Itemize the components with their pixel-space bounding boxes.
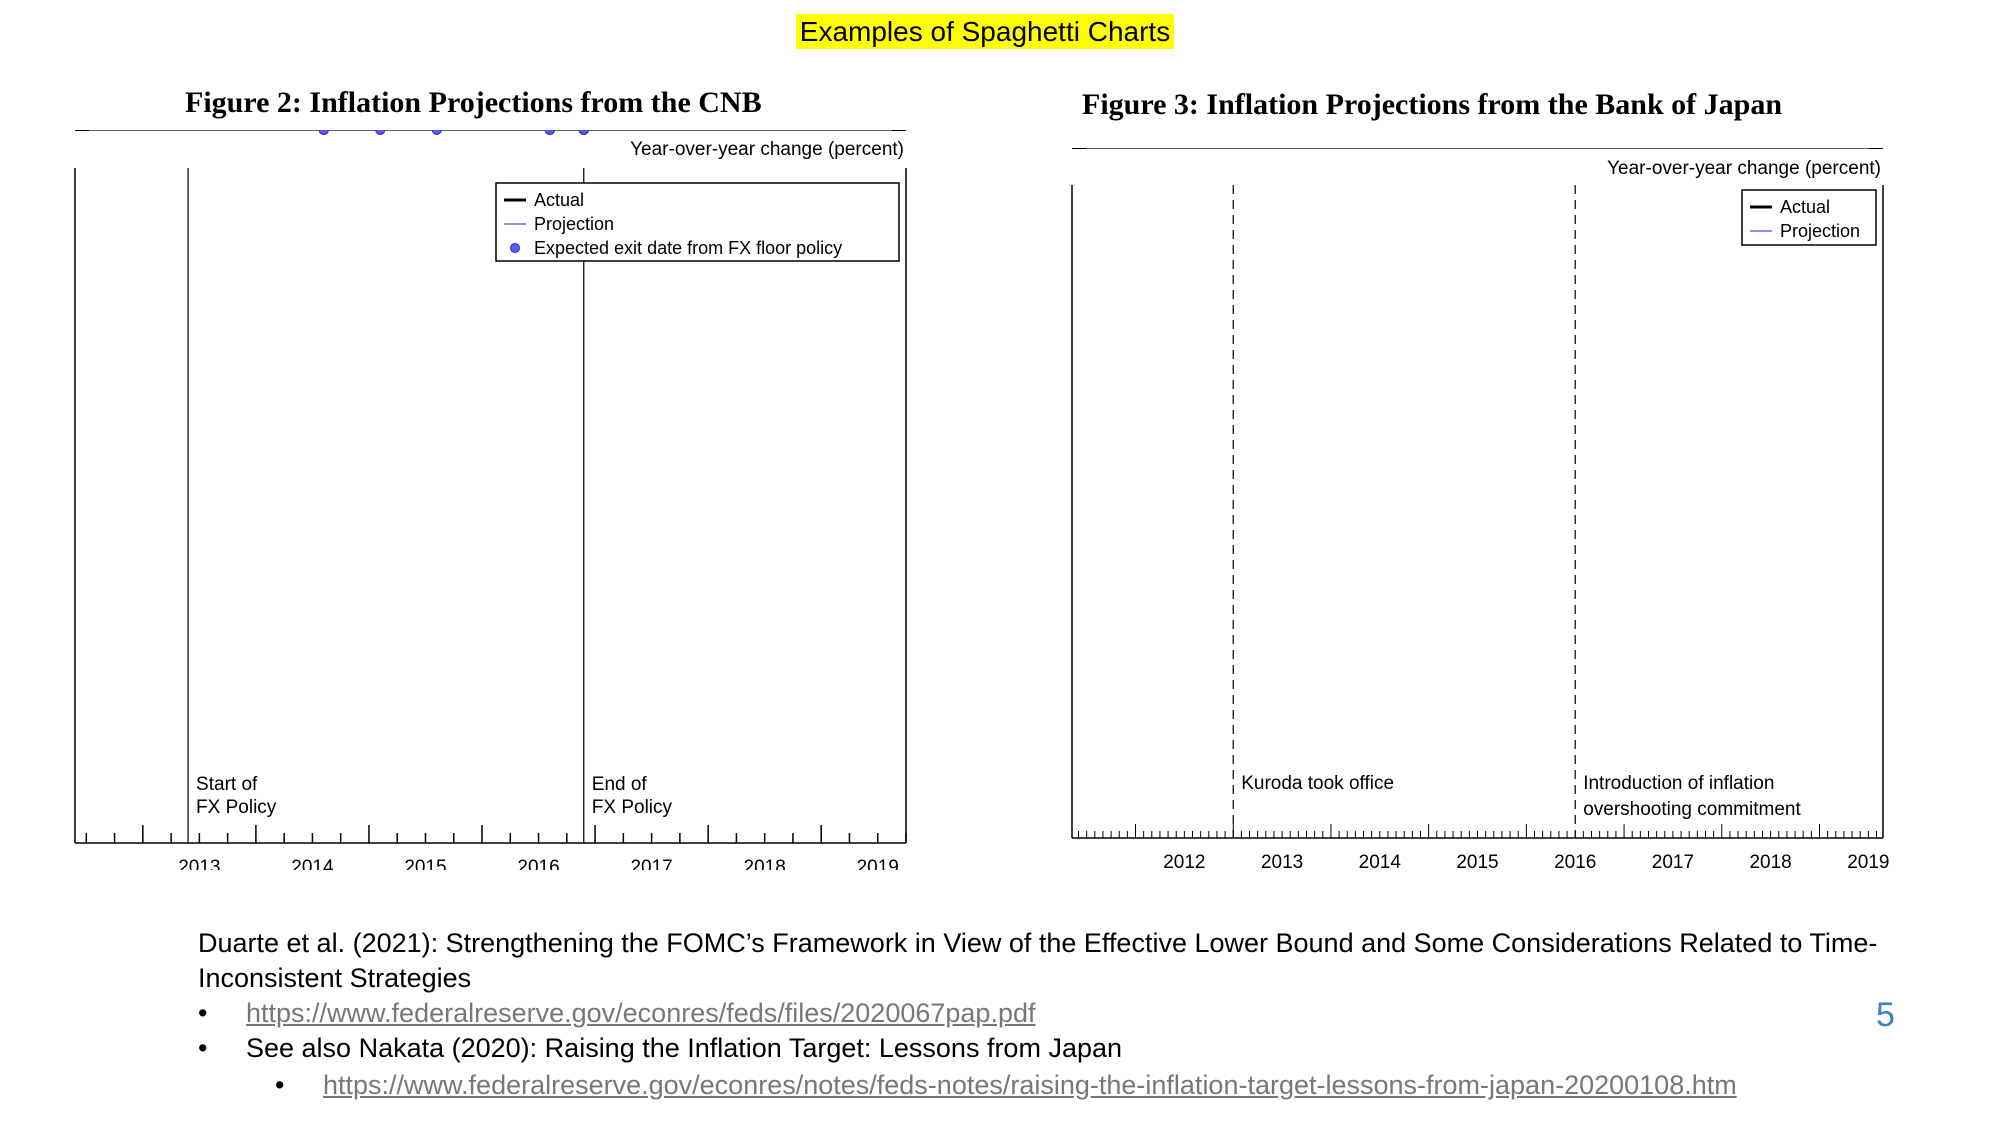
exit-date-marker [375,130,386,135]
exit-date-marker [544,130,555,135]
y-axis-title: Year-over-year change (percent) [1607,158,1881,179]
figure-3-title: Figure 3: Inflation Projections from the… [1082,88,1783,121]
x-tick-label: 2015 [404,857,446,870]
cnb-inflation-chart: -10123 2013 2014 2015 2016 2017 2018 2019 Year-o… [30,130,950,870]
legend-box [1741,189,1877,246]
citation-text: Duarte et al. (2021): Strengthening the … [198,928,1878,993]
exit-date-marker [578,130,589,135]
x-tick-label: 2013 [178,857,220,870]
legend: Actual Projection [1741,189,1877,246]
y-axis-title: Year-over-year change (percent) [630,139,904,160]
bullet-symbol: • [198,998,208,1028]
y-tick-label: 1 [920,130,931,135]
exit-date-marker [431,130,442,135]
nakata-reference: See also Nakata (2020): Raising the Infl… [246,1033,1123,1063]
feds-note-link[interactable]: https://www.federalreserve.gov/econres/n… [323,1070,1737,1100]
annotation-text: overshooting commitment [1583,799,1801,820]
y-tick-label: 3 [920,130,931,135]
y-tick-label: 2 [920,130,931,135]
legend-label: Expected exit date from FX floor policy [534,238,842,258]
axes-group: -10123 2013 2014 2015 2016 2017 2018 2019 Year-o… [74,130,937,870]
legend: Actual Projection Expected exit date from … [495,182,900,262]
x-tick-label: 2019 [857,857,899,870]
feds-paper-link[interactable]: https://www.federalreserve.gov/econres/f… [246,998,1036,1028]
y-tick-label: 0.5 [1897,148,1923,153]
x-tick-label: 2018 [744,857,786,870]
y-tick-label: 1.5 [1897,148,1923,153]
boj-chart-svg: -1.0-0.50.00.51.01.52.02.5 2012 2013 2014 20… [1030,148,1930,873]
bullet-symbol: • [275,1070,285,1100]
figure-2-title: Figure 2: Inflation Projections from the… [185,86,762,119]
y-tick-label: 2.5 [1897,148,1923,153]
x-tick-label: 2012 [1163,852,1205,873]
x-tick-label: 2014 [1359,852,1402,873]
legend-marker-swatch [510,243,520,253]
legend-box [495,182,900,262]
x-tick-label: 2015 [1456,852,1498,873]
x-tick-label: 2014 [291,857,334,870]
legend-label: Actual [1780,197,1830,217]
page-number: 5 [1876,996,1895,1034]
annotation-text: FX Policy [592,797,673,818]
cnb-chart-svg: -10123 2013 2014 2015 2016 2017 2018 2019 Year-o… [30,130,937,870]
exit-date-marker [318,130,329,135]
y-tick-label: 0 [920,130,931,135]
legend-label: Projection [1780,221,1860,241]
y-tick-label: 0.0 [1897,148,1923,153]
x-tick-label: 2016 [1554,852,1596,873]
x-tick-label: 2013 [1261,852,1303,873]
y-tick-label: -1 [920,130,937,135]
y-tick-label: 1.0 [1897,148,1923,153]
boj-inflation-chart: -1.0-0.50.00.51.01.52.02.5 2012 2013 2014 20… [1030,148,1990,874]
bullet-symbol: • [198,1033,208,1063]
slide-title: Examples of Spaghetti Charts [0,14,1970,49]
annotation-text: Start of [196,774,258,795]
y-tick-label: -1.0 [1897,148,1930,153]
annotation-text: End of [592,774,648,795]
x-tick-label: 2017 [630,857,672,870]
x-tick-label: 2016 [517,857,559,870]
x-tick-label: 2018 [1749,852,1791,873]
axes-group: -1.0-0.50.00.51.01.52.02.5 2012 2013 2014 20… [1071,148,1930,873]
y-tick-label: 2.0 [1897,148,1923,153]
legend-label: Actual [534,190,584,210]
x-tick-label: 2017 [1652,852,1694,873]
x-tick-label: 2019 [1847,852,1889,873]
annotation-text: Kuroda took office [1241,773,1394,794]
annotation-text: FX Policy [196,797,277,818]
annotation-text: Introduction of inflation [1583,773,1774,794]
y-tick-label: -0.5 [1897,148,1930,153]
marker-group [318,130,589,135]
legend-label: Projection [534,214,614,234]
